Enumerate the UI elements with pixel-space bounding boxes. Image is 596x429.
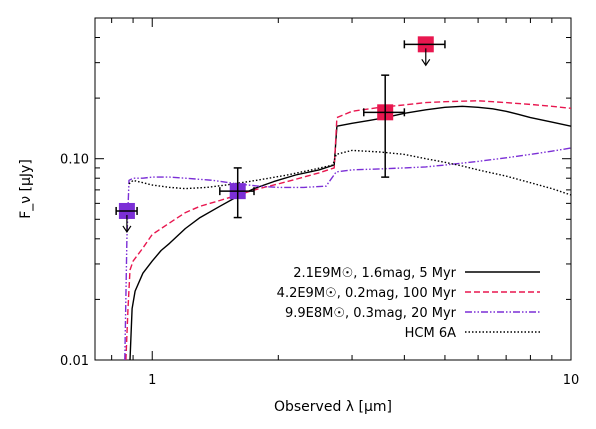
series-layer [124,100,571,360]
series-group [124,100,571,360]
data-point-3 [363,74,406,178]
legend-label-3: 9.9E8M☉, 0.3mag, 20 Myr [285,306,457,321]
legend-label-2: 4.2E9M☉, 0.2mag, 100 Myr [277,286,457,301]
upper-limit-arrowhead [421,58,431,67]
plot-frame [94,17,572,361]
tick-labels: 1 10 0.01 0.10 [60,153,579,388]
series-line-3 [124,147,571,360]
data-points-layer [115,36,446,234]
data-point-4 [403,36,446,67]
x-tick-label: 10 [563,373,580,388]
series-line-1 [129,105,571,360]
series-line-4 [128,149,571,196]
y-tick-label: 0.10 [60,153,89,168]
y-axis-label: F_ν [μJy] [18,159,34,219]
legend-label-1: 2.1E9M☉, 1.6mag, 5 Myr [293,266,456,281]
data-point-1 [115,202,138,234]
data-point-2 [219,167,255,219]
upper-limit-arrowhead [122,225,132,234]
series-line-2 [125,100,571,360]
legend-label-4: HCM 6A [405,326,456,341]
x-tick-label: 1 [148,373,156,388]
legend: 2.1E9M☉, 1.6mag, 5 Myr 4.2E9M☉, 0.2mag, 1… [277,266,540,341]
axis-ticks [95,17,572,361]
y-tick-label: 0.01 [60,354,89,369]
x-axis-label: Observed λ [μm] [274,399,392,415]
